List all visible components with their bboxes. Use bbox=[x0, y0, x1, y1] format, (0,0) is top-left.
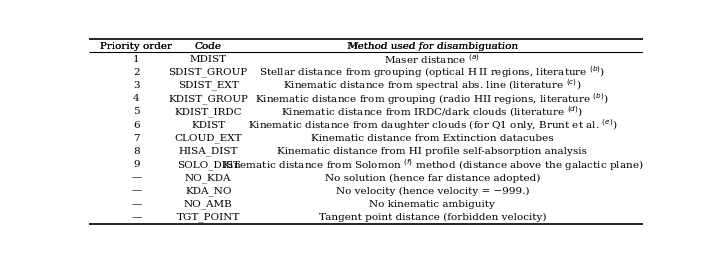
Text: Method used for disambiguation: Method used for disambiguation bbox=[347, 42, 518, 51]
Text: SDIST_EXT: SDIST_EXT bbox=[178, 81, 238, 90]
Text: KDIST_GROUP: KDIST_GROUP bbox=[169, 94, 248, 103]
Text: SOLO_DIST: SOLO_DIST bbox=[177, 160, 240, 170]
Text: 1: 1 bbox=[133, 55, 140, 63]
Text: 5: 5 bbox=[133, 107, 140, 116]
Text: Code: Code bbox=[195, 42, 222, 51]
Text: 8: 8 bbox=[133, 147, 140, 156]
Text: Kinematic distance from HI profile self-absorption analysis: Kinematic distance from HI profile self-… bbox=[278, 147, 587, 156]
Text: No velocity (hence velocity = −999.): No velocity (hence velocity = −999.) bbox=[336, 187, 529, 196]
Text: Maser distance $^{(a)}$: Maser distance $^{(a)}$ bbox=[385, 52, 480, 66]
Text: —: — bbox=[131, 213, 141, 222]
Text: KDA_NO: KDA_NO bbox=[185, 186, 231, 196]
Text: Kinematic distance from spectral abs. line (literature $^{(c)}$): Kinematic distance from spectral abs. li… bbox=[283, 77, 581, 93]
Text: —: — bbox=[131, 187, 141, 196]
Text: 2: 2 bbox=[133, 68, 140, 77]
Text: 4: 4 bbox=[133, 94, 140, 103]
Text: SDIST_GROUP: SDIST_GROUP bbox=[169, 67, 248, 77]
Text: Stellar distance from grouping (optical H II regions, literature $^{(b)}$): Stellar distance from grouping (optical … bbox=[259, 64, 605, 80]
Text: Code: Code bbox=[195, 42, 222, 51]
Text: —: — bbox=[131, 173, 141, 183]
Text: 9: 9 bbox=[133, 160, 140, 169]
Text: Kinematic distance from grouping (radio HII regions, literature $^{(b)}$): Kinematic distance from grouping (radio … bbox=[256, 91, 609, 107]
Text: NO_KDA: NO_KDA bbox=[185, 173, 231, 183]
Text: NO_AMB: NO_AMB bbox=[183, 199, 233, 209]
Text: No solution (hence far distance adopted): No solution (hence far distance adopted) bbox=[325, 173, 540, 183]
Text: Priority order: Priority order bbox=[100, 42, 172, 51]
Text: Kinematic distance from IRDC/dark clouds (literature $^{(d)}$): Kinematic distance from IRDC/dark clouds… bbox=[281, 105, 583, 119]
Text: 7: 7 bbox=[133, 134, 140, 143]
Text: MDIST: MDIST bbox=[190, 55, 227, 63]
Text: HISA_DIST: HISA_DIST bbox=[178, 147, 238, 156]
Text: Priority order: Priority order bbox=[100, 42, 172, 51]
Text: 6: 6 bbox=[133, 121, 140, 129]
Text: KDIST_IRDC: KDIST_IRDC bbox=[174, 107, 242, 117]
Text: CLOUD_EXT: CLOUD_EXT bbox=[174, 133, 242, 143]
Text: No kinematic ambiguity: No kinematic ambiguity bbox=[369, 200, 496, 209]
Text: 3: 3 bbox=[133, 81, 140, 90]
Text: TGT_POINT: TGT_POINT bbox=[176, 213, 240, 222]
Text: KDIST: KDIST bbox=[191, 121, 226, 129]
Text: Kinematic distance from Extinction datacubes: Kinematic distance from Extinction datac… bbox=[311, 134, 553, 143]
Text: —: — bbox=[131, 200, 141, 209]
Text: Tangent point distance (forbidden velocity): Tangent point distance (forbidden veloci… bbox=[318, 213, 546, 222]
Text: Kinematic distance from daughter clouds (for Q1 only, Brunt et al. $^{(e)}$): Kinematic distance from daughter clouds … bbox=[248, 117, 617, 133]
Text: Kinematic distance from Solomon $^{(f)}$ method (distance above the galactic pla: Kinematic distance from Solomon $^{(f)}$… bbox=[221, 157, 643, 173]
Text: Method used for disambiguation: Method used for disambiguation bbox=[347, 42, 518, 51]
